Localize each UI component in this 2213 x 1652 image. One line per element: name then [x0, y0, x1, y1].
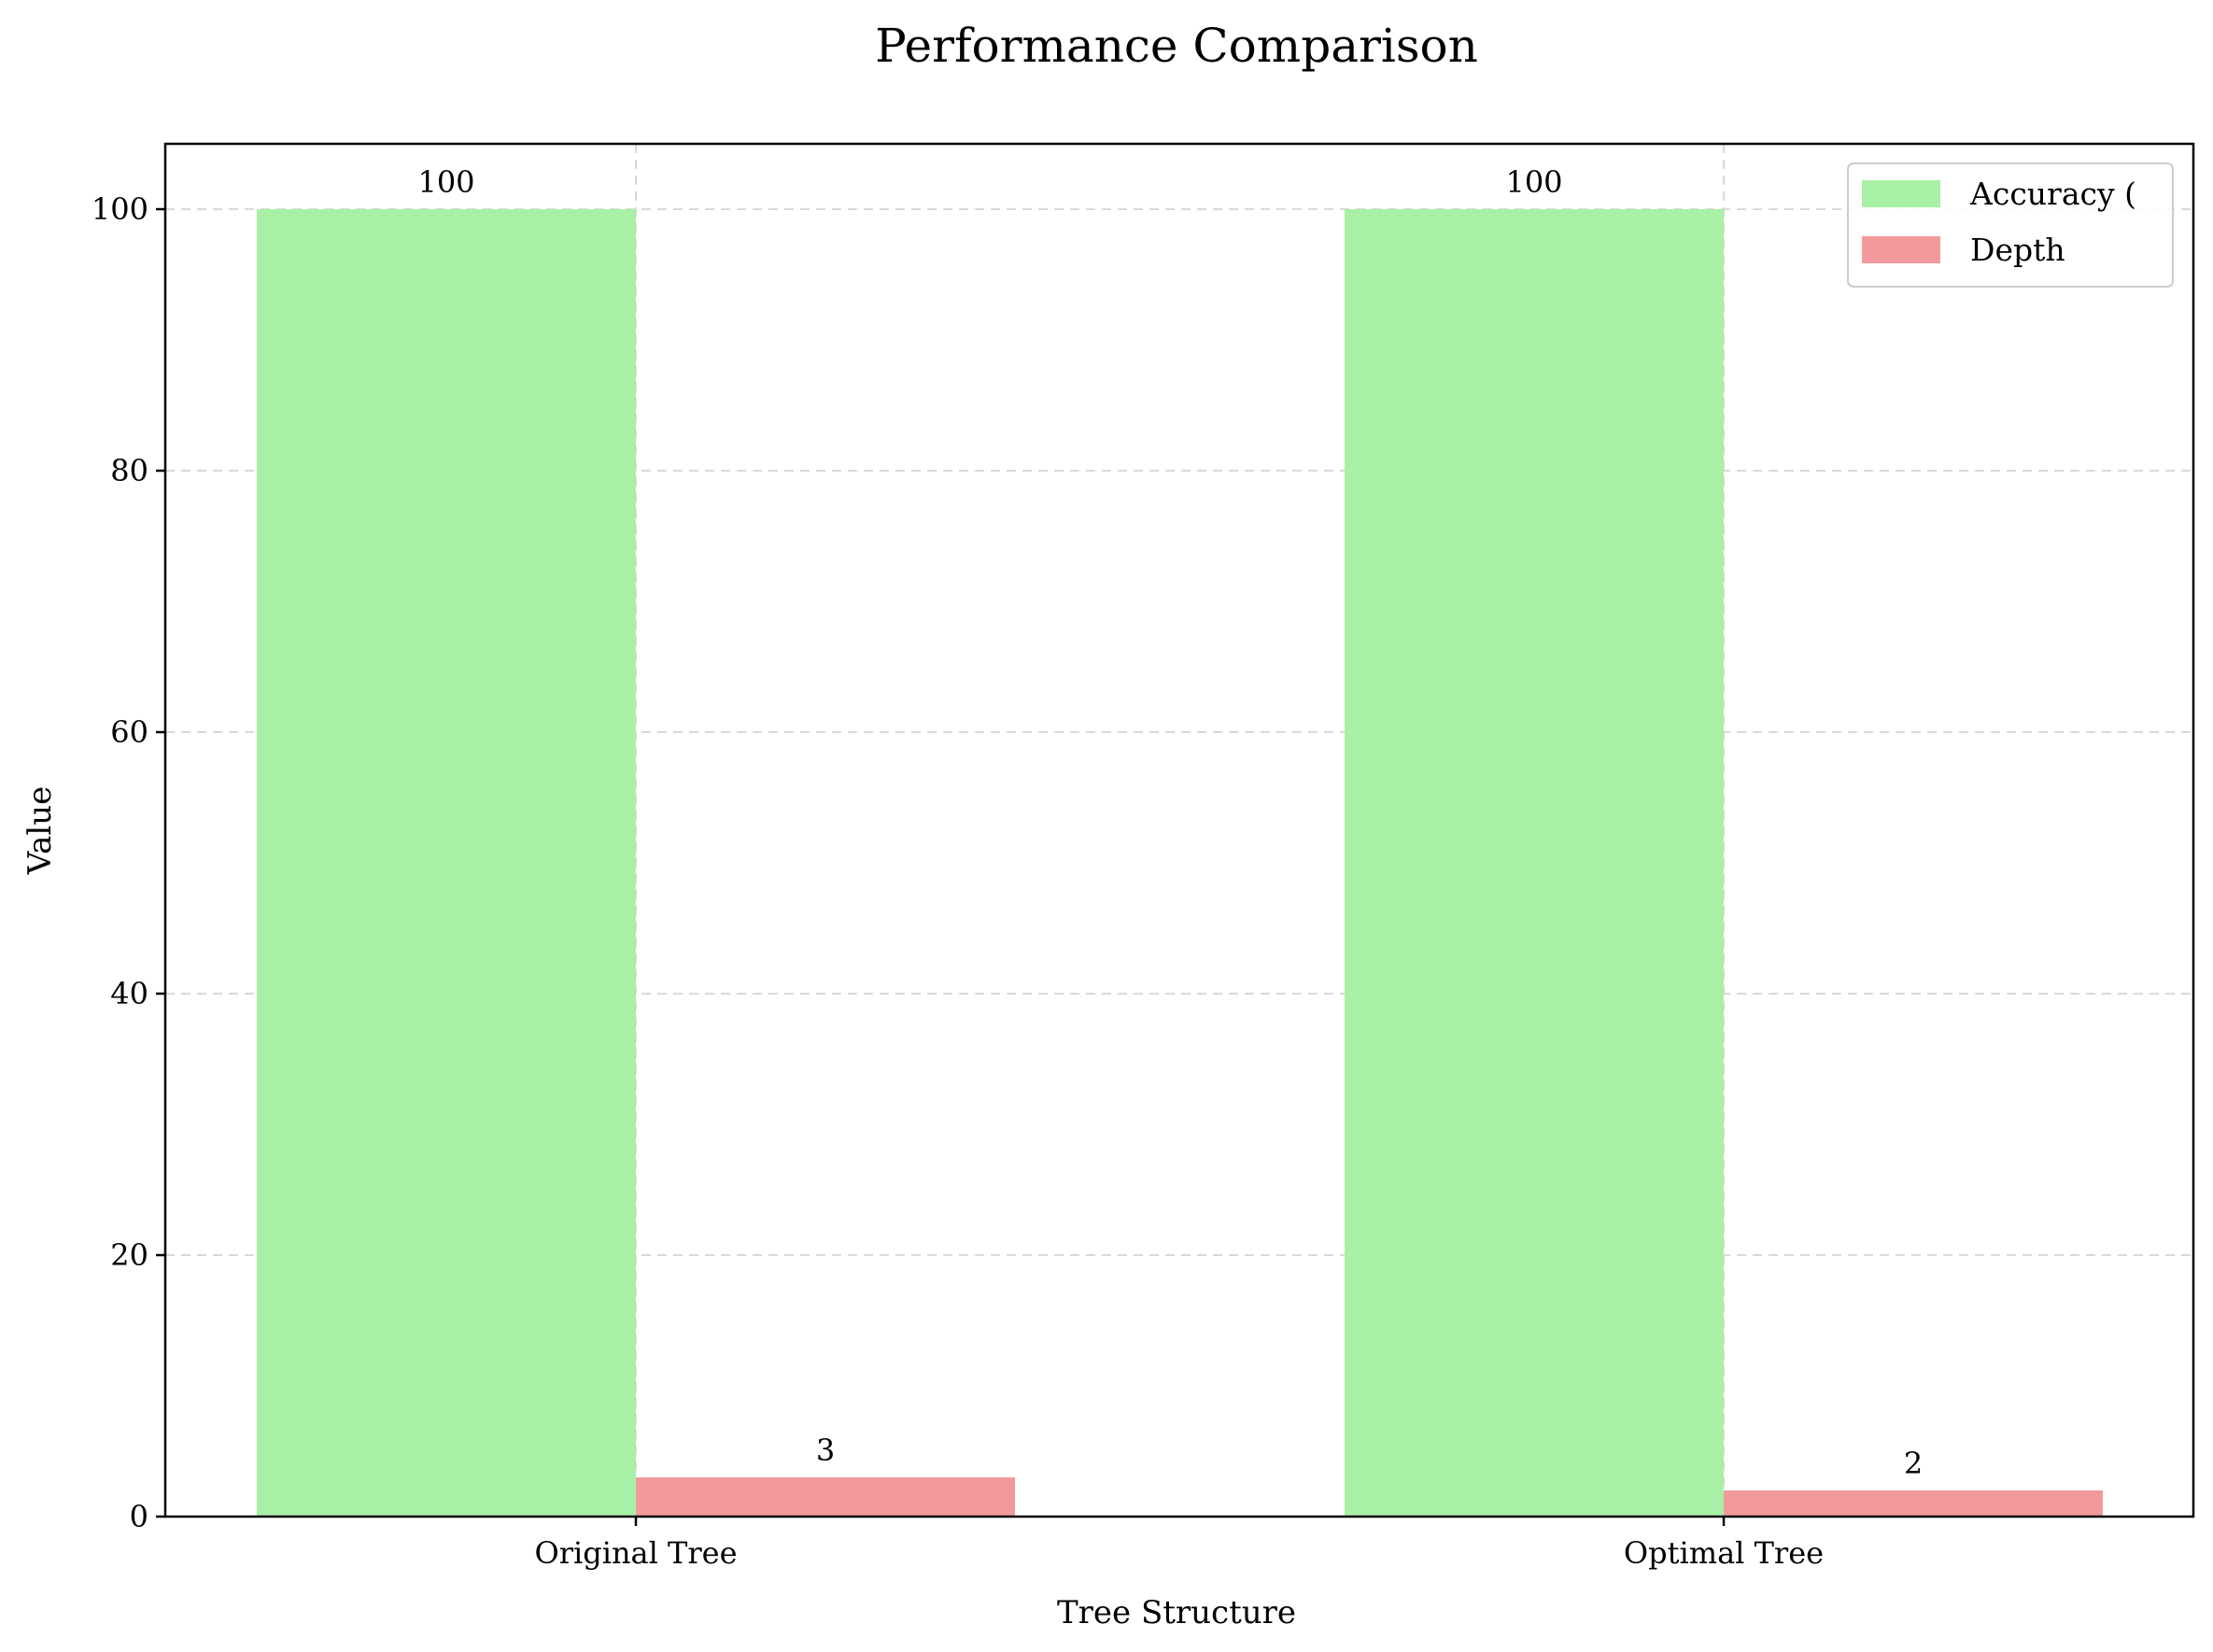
bar-depth-0: [636, 1477, 1015, 1517]
data-label: 2: [1904, 1446, 1923, 1481]
bars: [257, 209, 2103, 1517]
bar-accuracy-0: [257, 209, 636, 1517]
y-axis-label: Value: [21, 786, 59, 876]
legend: Accuracy ( Depth: [1847, 162, 2174, 288]
legend-label: Accuracy (: [1969, 176, 2136, 212]
data-label: 100: [417, 164, 474, 200]
y-tick-label: 40: [110, 976, 148, 1011]
plot-frame: [163, 142, 2195, 1518]
chart-title: Performance Comparison: [875, 19, 1478, 73]
y-tick-label: 100: [92, 191, 148, 227]
data-labels: 100 100 3 2: [417, 164, 1923, 1481]
y-tick-label: 60: [110, 714, 148, 750]
axis-ticks: 0 20 40 60 80 100 Original Tree Optimal Tree: [92, 191, 1824, 1571]
data-label: 100: [1505, 164, 1562, 200]
y-tick-label: 0: [130, 1499, 148, 1534]
x-tick-label: Optimal Tree: [1624, 1535, 1824, 1571]
bar-accuracy-1: [1345, 209, 1724, 1517]
x-axis-label: Tree Structure: [1057, 1594, 1296, 1631]
legend-label: Depth: [1970, 232, 2065, 268]
y-tick-label: 20: [110, 1237, 148, 1273]
data-label: 3: [816, 1433, 835, 1468]
bar-depth-1: [1724, 1490, 2103, 1517]
y-tick-label: 80: [110, 453, 148, 488]
legend-swatch: [1862, 236, 1940, 263]
x-tick-label: Original Tree: [534, 1535, 737, 1571]
legend-swatch: [1862, 180, 1940, 207]
